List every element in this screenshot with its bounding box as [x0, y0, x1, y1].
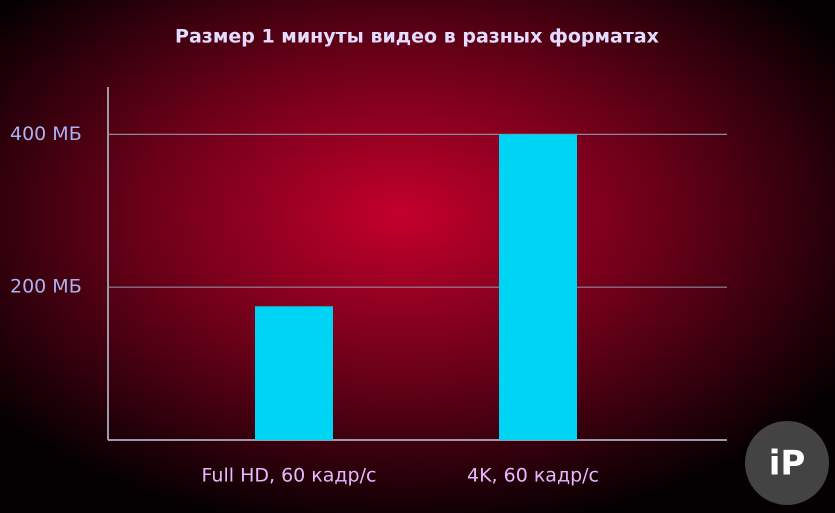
- x-tick-label: 4K, 60 кадр/с: [467, 465, 599, 487]
- bar: [255, 306, 333, 440]
- y-tick-label: 200 МБ: [10, 276, 82, 298]
- x-tick-label: Full HD, 60 кадр/с: [202, 465, 377, 487]
- bar: [499, 134, 577, 440]
- watermark: iP: [769, 444, 806, 484]
- watermark-circle: [745, 421, 829, 505]
- y-tick-label: 400 МБ: [10, 123, 82, 145]
- chart-title: Размер 1 минуты видео в разных форматах: [175, 26, 659, 48]
